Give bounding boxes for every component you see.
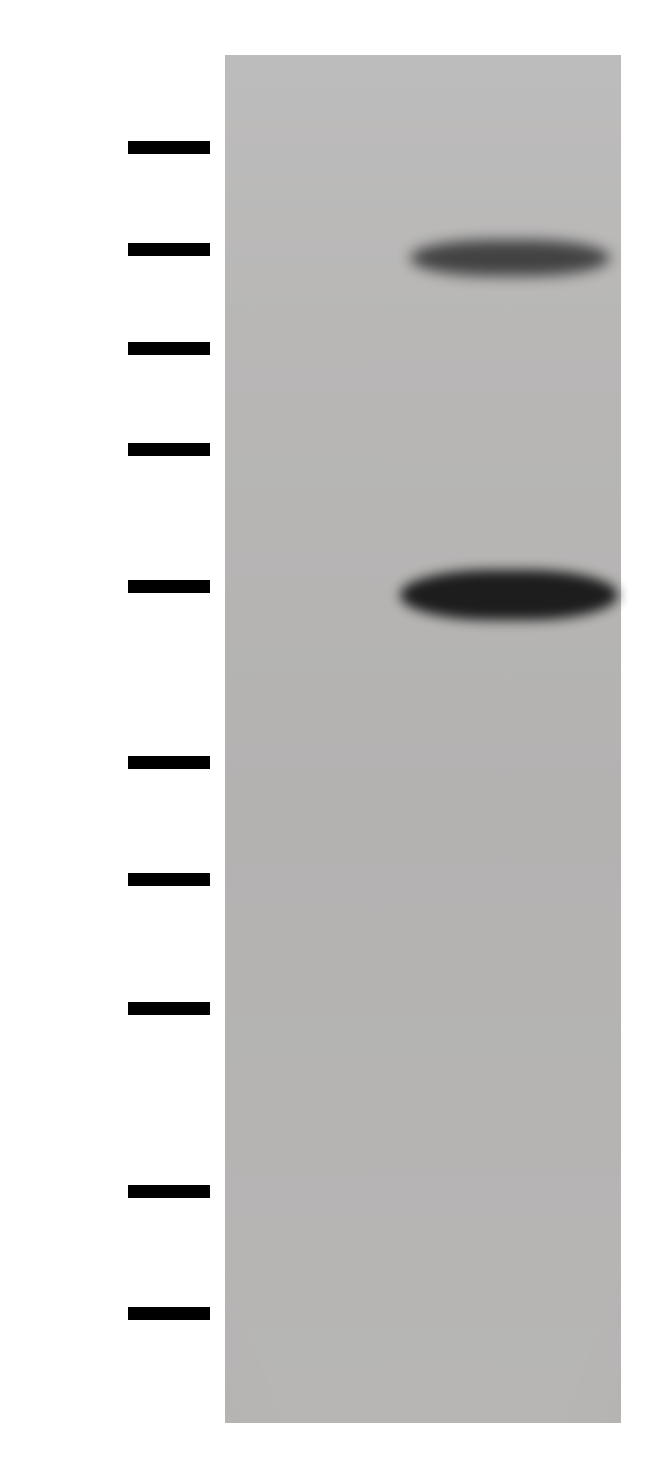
ladder-tick-10 [128,1307,210,1320]
ladder-tick-55 [128,580,210,593]
ladder-tick-15 [128,1185,210,1198]
ladder-tick-35 [128,873,210,886]
ladder-tick-40 [128,756,210,769]
western-blot-figure: 17013010070554035251510 [0,0,650,1460]
band-130kDa [410,240,610,276]
ladder-tick-100 [128,342,210,355]
blot-film-area [225,55,621,1423]
ladder-tick-130 [128,243,210,256]
ladder-tick-70 [128,443,210,456]
ladder-tick-25 [128,1002,210,1015]
ladder-tick-170 [128,141,210,154]
band-55kDa [400,570,618,620]
